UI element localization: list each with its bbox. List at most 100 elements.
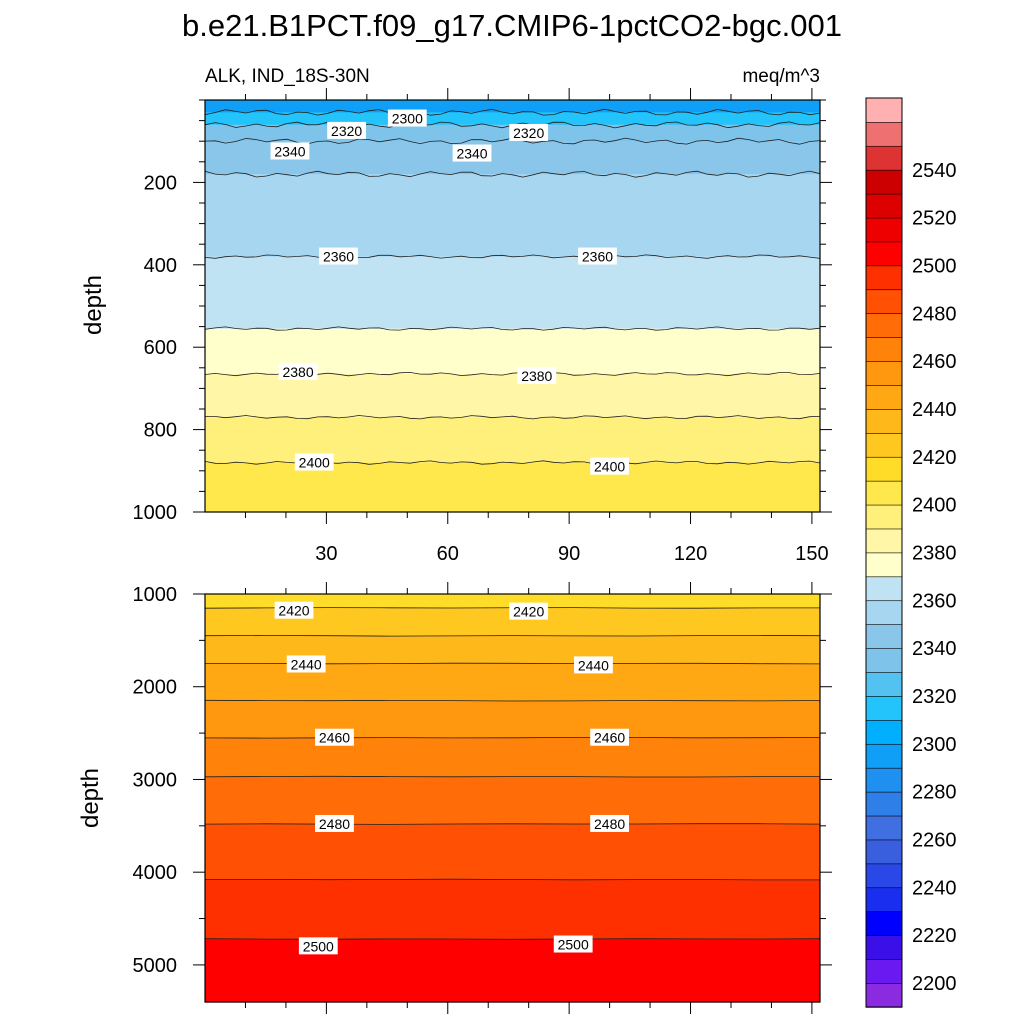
colorbar-swatch — [865, 719, 903, 745]
chart-title: b.e21.B1PCT.f09_g17.CMIP6-1pctCO2-bgc.00… — [182, 8, 842, 43]
colorbar-swatch — [865, 528, 903, 554]
colorbar-tick-label: 2220 — [912, 925, 957, 947]
colorbar-swatch — [865, 815, 903, 841]
colorbar-tick-label: 2480 — [912, 303, 957, 325]
colorbar-swatch — [865, 169, 903, 195]
colorbar-swatch — [865, 982, 903, 1008]
colorbar-tick-label: 2400 — [912, 495, 957, 517]
subtitle-units: meq/m^3 — [742, 66, 820, 87]
contour-line — [204, 254, 821, 259]
colorbar-tick-label: 2460 — [912, 351, 957, 373]
colorbar-swatch — [865, 552, 903, 578]
contour-label: 2380 — [282, 364, 313, 380]
upper-y-axis-label: depth — [80, 275, 107, 335]
colorbar-swatch — [865, 695, 903, 721]
contour-label-box — [553, 935, 593, 953]
contour-label-box — [590, 728, 630, 746]
contour-band — [205, 112, 820, 126]
contour-line — [205, 415, 821, 420]
colorbar-tick-label: 2260 — [912, 830, 957, 852]
colorbar-swatch — [865, 887, 903, 913]
colorbar-frame — [865, 97, 903, 1008]
contour-band — [205, 823, 820, 881]
colorbar-swatch — [865, 145, 903, 171]
colorbar-swatch — [865, 839, 903, 865]
contour-label-box — [315, 814, 354, 832]
contour-label: 2500 — [558, 937, 589, 953]
contour-label-box — [270, 142, 310, 160]
contour-band — [205, 174, 820, 258]
contour-band — [205, 737, 820, 778]
x-tick-label: 120 — [674, 543, 707, 565]
contour-label-box — [315, 728, 354, 746]
contour-line — [204, 736, 821, 739]
contour-label: 2440 — [578, 657, 609, 673]
colorbar-swatch — [865, 289, 903, 314]
contour-label: 2460 — [319, 730, 350, 746]
colorbar-swatch — [865, 97, 903, 123]
colorbar-swatch — [865, 647, 903, 673]
contour-label-box — [578, 247, 617, 265]
contour-label: 2340 — [274, 144, 305, 160]
contour-label-box — [298, 937, 338, 955]
colorbar-swatch — [865, 217, 903, 243]
contour-line — [204, 634, 821, 637]
colorbar-swatch — [865, 360, 903, 386]
plot-frame — [204, 593, 821, 1003]
colorbar-swatch — [865, 265, 903, 291]
y-tick-label: 400 — [144, 255, 177, 277]
colorbar-swatch — [865, 456, 903, 482]
contour-line — [204, 108, 821, 116]
contour-line — [204, 699, 821, 702]
colorbar-swatch — [865, 958, 903, 984]
contour-label: 2480 — [594, 816, 625, 832]
colorbar-swatch — [865, 623, 903, 649]
colorbar-swatch — [865, 480, 903, 506]
colorbar-swatch — [865, 312, 903, 338]
colorbar-swatch — [865, 791, 903, 817]
colorbar-swatch — [865, 863, 903, 889]
contour-band — [205, 373, 820, 418]
colorbar-swatch — [865, 576, 903, 602]
contour-band — [205, 938, 820, 1003]
colorbar-swatch — [865, 600, 903, 625]
colorbar-swatch — [865, 408, 903, 434]
contour-label-box — [387, 109, 427, 127]
contour-label-box — [517, 367, 557, 385]
contour-label: 2320 — [331, 123, 362, 139]
colorbar-swatch — [865, 121, 903, 147]
colorbar-tick-label: 2380 — [912, 543, 957, 565]
contour-label: 2360 — [582, 249, 613, 265]
contour-label-box — [452, 144, 492, 162]
y-tick-label: 5000 — [133, 955, 178, 977]
lower-y-axis-label: depth — [77, 768, 104, 828]
contour-band — [205, 594, 820, 609]
colorbar-tick-label: 2440 — [912, 399, 957, 421]
colorbar-tick-label: 2500 — [912, 255, 957, 277]
contour-band — [205, 879, 820, 940]
colorbar-swatch — [865, 934, 903, 960]
contour-label-box — [274, 601, 314, 619]
contour-label: 2320 — [513, 125, 544, 141]
colorbar-swatch — [865, 911, 903, 936]
contour-label-box — [590, 457, 630, 475]
colorbar-swatch — [865, 671, 903, 697]
contour-line — [205, 878, 820, 881]
lower-contour-panel: 2420 2420 2440 2440 2460 2460 2480 2480 2500 2500… — [133, 582, 832, 1014]
colorbar-tick-label: 2240 — [912, 877, 957, 899]
contour-band — [205, 100, 820, 113]
colorbar-swatch — [865, 193, 903, 219]
colorbar-swatch — [865, 504, 903, 530]
colorbar-tick-label: 2320 — [912, 686, 957, 708]
colorbar-tick-label: 2340 — [912, 638, 957, 660]
colorbar-swatch — [865, 241, 903, 267]
x-tick-label: 30 — [315, 543, 337, 565]
colorbar-tick-label: 2540 — [912, 160, 957, 182]
contour-label: 2400 — [299, 455, 330, 471]
x-tick-label: 150 — [795, 543, 828, 565]
contour-label-box — [574, 656, 613, 674]
y-tick-label: 2000 — [133, 677, 178, 699]
contour-label-box — [286, 655, 326, 673]
contour-band — [205, 256, 820, 330]
